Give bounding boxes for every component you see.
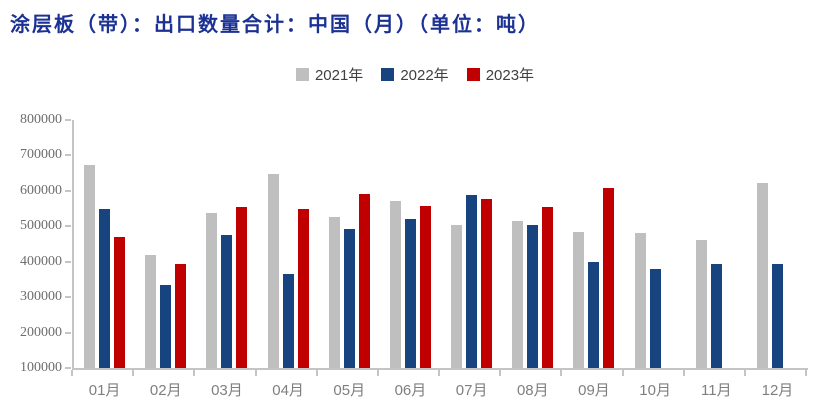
bar-2023年 xyxy=(542,206,554,368)
bar-group-09月: 09月 xyxy=(563,120,624,399)
y-tick-mark xyxy=(65,260,71,263)
bar-2023年 xyxy=(175,263,187,368)
y-axis-label: 200000 xyxy=(20,324,62,340)
x-tick-mark xyxy=(376,370,379,376)
bar-2023年 xyxy=(603,188,615,368)
bar-group-11月: 11月 xyxy=(686,120,747,399)
y-axis-label: 800000 xyxy=(20,112,62,127)
bar-2021年 xyxy=(695,240,707,368)
bar-2022年 xyxy=(466,195,478,368)
y-axis-label: 500000 xyxy=(20,218,62,234)
bar-2022年 xyxy=(343,228,355,368)
bar-2021年 xyxy=(84,165,96,368)
legend-swatch-icon xyxy=(381,68,395,81)
bar-2021年 xyxy=(389,200,401,368)
x-tick-mark xyxy=(193,370,196,376)
x-tick-mark xyxy=(132,370,135,376)
y-tick-mark xyxy=(65,119,71,121)
bar-2021年 xyxy=(328,216,340,368)
bar-2023年 xyxy=(114,236,126,368)
y-tick-mark xyxy=(65,296,71,299)
bar-group-06月: 06月 xyxy=(380,120,441,399)
bar-2022年 xyxy=(404,218,416,368)
bar-2022年 xyxy=(771,263,783,368)
bar-2022年 xyxy=(649,268,661,368)
bar-group-08月: 08月 xyxy=(502,120,563,399)
x-axis-label: 09月 xyxy=(578,382,610,399)
x-tick-mark xyxy=(682,370,685,376)
x-tick-mark xyxy=(254,370,257,376)
y-axis-label: 700000 xyxy=(20,147,62,163)
bar-2023年 xyxy=(297,209,309,368)
legend-item-2023年: 2023年 xyxy=(466,64,535,85)
bar-2023年 xyxy=(419,205,431,368)
bar-2021年 xyxy=(206,212,218,368)
x-tick-mark xyxy=(438,370,440,376)
x-tick-mark xyxy=(499,370,502,376)
bar-2021年 xyxy=(634,232,646,368)
x-axis-label: 11月 xyxy=(701,382,732,399)
bar-2021年 xyxy=(573,231,585,368)
bar-2022年 xyxy=(710,263,722,368)
bar-group-07月: 07月 xyxy=(441,120,502,399)
legend-label: 2021年 xyxy=(314,67,364,84)
legend-label: 2022年 xyxy=(400,67,449,84)
plot-area: 01月 02月 03月 04月 05月 06月 07月 08月 09月 10月 11月 12月 xyxy=(72,120,808,399)
bar-2022年 xyxy=(588,261,600,368)
y-axis-label: 400000 xyxy=(20,253,62,269)
bar-group-12月: 12月 xyxy=(747,120,808,399)
bar-2023年 xyxy=(236,206,248,368)
x-axis-label: 07月 xyxy=(455,382,488,399)
bar-2021年 xyxy=(756,183,768,368)
y-axis-label: 100000 xyxy=(20,360,62,375)
x-axis-label: 02月 xyxy=(149,382,182,399)
legend-swatch-icon xyxy=(295,68,309,81)
bar-group-04月: 04月 xyxy=(258,120,319,399)
x-axis-label: 03月 xyxy=(211,382,243,399)
bar-group-03月: 03月 xyxy=(196,120,257,399)
x-axis-label: 08月 xyxy=(516,382,549,399)
bar-2021年 xyxy=(451,224,463,368)
y-tick-mark xyxy=(65,189,71,192)
legend-label: 2023年 xyxy=(485,67,535,84)
x-tick-mark xyxy=(805,370,807,376)
legend-item-2021年: 2021年 xyxy=(295,64,364,85)
x-axis-label: 05月 xyxy=(333,382,366,399)
bar-2021年 xyxy=(145,254,157,368)
bar-2022年 xyxy=(99,209,111,368)
bar-2022年 xyxy=(221,235,233,368)
bar-2022年 xyxy=(527,224,539,368)
x-tick-mark xyxy=(315,370,318,376)
x-axis-label: 01月 xyxy=(88,382,121,399)
y-tick-mark xyxy=(65,331,71,334)
y-axis-label: 300000 xyxy=(20,289,62,305)
x-tick-mark xyxy=(560,370,563,376)
bar-2023年 xyxy=(358,194,370,368)
bar-2023年 xyxy=(481,199,493,368)
bar-2022年 xyxy=(160,285,172,368)
legend-item-2022年: 2022年 xyxy=(381,64,449,85)
bar-group-10月: 10月 xyxy=(625,120,686,399)
bar-2021年 xyxy=(512,220,524,368)
y-tick-mark xyxy=(65,225,71,228)
bar-group-02月: 02月 xyxy=(135,120,196,399)
legend: 2021年 2022年 2023年 xyxy=(0,64,830,85)
x-axis-label: 04月 xyxy=(272,382,304,399)
x-axis-label: 06月 xyxy=(394,382,427,399)
y-tick-mark xyxy=(65,367,71,369)
x-tick-mark xyxy=(621,370,624,376)
legend-swatch-icon xyxy=(466,68,480,81)
y-axis-label: 600000 xyxy=(20,182,62,198)
x-tick-mark xyxy=(743,370,746,376)
bar-group-05月: 05月 xyxy=(319,120,380,399)
bar-2021年 xyxy=(267,173,279,368)
bar-group-01月: 01月 xyxy=(74,120,135,399)
x-axis-label: 10月 xyxy=(639,382,671,399)
bar-2022年 xyxy=(282,274,294,368)
y-tick-mark xyxy=(65,154,71,157)
chart-title: 涂层板（带）：出口数量合计：中国（月）（单位：吨） xyxy=(10,14,540,36)
x-axis-label: 12月 xyxy=(761,382,794,399)
x-tick-mark xyxy=(71,370,73,376)
